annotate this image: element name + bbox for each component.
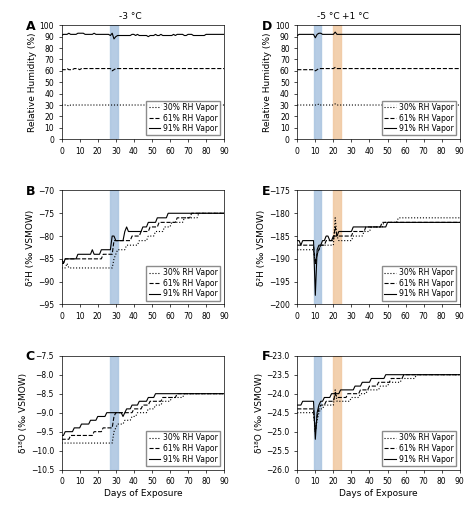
- Y-axis label: δ¹⁸O (‰ VSMOW): δ¹⁸O (‰ VSMOW): [19, 373, 28, 453]
- Text: B: B: [26, 185, 36, 198]
- Text: -3 °C: -3 °C: [118, 12, 141, 21]
- Bar: [313, 25, 321, 139]
- Text: C: C: [26, 350, 35, 363]
- Bar: [110, 190, 118, 305]
- Bar: [333, 356, 341, 470]
- Text: +1 °C: +1 °C: [342, 12, 369, 21]
- Text: F: F: [262, 350, 270, 363]
- Text: D: D: [262, 20, 272, 32]
- Bar: [313, 190, 321, 305]
- Y-axis label: Relative Humidity (%): Relative Humidity (%): [264, 32, 273, 132]
- Y-axis label: δ¹⁸O (‰ VSMOW): δ¹⁸O (‰ VSMOW): [255, 373, 264, 453]
- Y-axis label: δ²H (‰ VSMOW): δ²H (‰ VSMOW): [257, 210, 266, 285]
- Y-axis label: δ²H (‰ VSMOW): δ²H (‰ VSMOW): [26, 210, 35, 285]
- Legend: 30% RH Vapor, 61% RH Vapor, 91% RH Vapor: 30% RH Vapor, 61% RH Vapor, 91% RH Vapor: [146, 431, 220, 466]
- Bar: [313, 356, 321, 470]
- Bar: [110, 25, 118, 139]
- Legend: 30% RH Vapor, 61% RH Vapor, 91% RH Vapor: 30% RH Vapor, 61% RH Vapor, 91% RH Vapor: [382, 431, 456, 466]
- Legend: 30% RH Vapor, 61% RH Vapor, 91% RH Vapor: 30% RH Vapor, 61% RH Vapor, 91% RH Vapor: [146, 100, 220, 135]
- Bar: [333, 25, 341, 139]
- Bar: [110, 356, 118, 470]
- Text: -5 °C: -5 °C: [317, 12, 339, 21]
- Bar: [333, 190, 341, 305]
- Legend: 30% RH Vapor, 61% RH Vapor, 91% RH Vapor: 30% RH Vapor, 61% RH Vapor, 91% RH Vapor: [382, 266, 456, 300]
- Y-axis label: Relative Humidity (%): Relative Humidity (%): [27, 32, 36, 132]
- X-axis label: Days of Exposure: Days of Exposure: [339, 489, 418, 498]
- Legend: 30% RH Vapor, 61% RH Vapor, 91% RH Vapor: 30% RH Vapor, 61% RH Vapor, 91% RH Vapor: [382, 100, 456, 135]
- X-axis label: Days of Exposure: Days of Exposure: [103, 489, 182, 498]
- Text: A: A: [26, 20, 36, 32]
- Text: E: E: [262, 185, 270, 198]
- Legend: 30% RH Vapor, 61% RH Vapor, 91% RH Vapor: 30% RH Vapor, 61% RH Vapor, 91% RH Vapor: [146, 266, 220, 300]
